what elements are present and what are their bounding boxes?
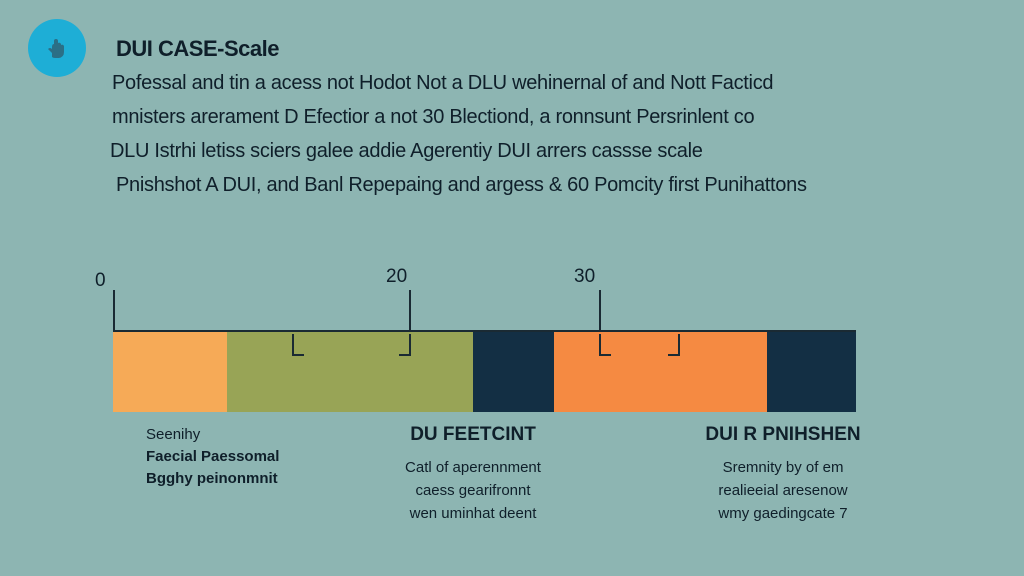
caption-middle-line: Catl of aperennment	[405, 459, 541, 476]
tick-label-0: 0	[95, 270, 106, 291]
scale-segment-orange	[554, 332, 767, 412]
caption-left-line: Seenihy	[146, 426, 201, 443]
caption-right: DUI R PNIHSHEN Sremnity by of em realiee…	[688, 424, 878, 525]
inner-tick	[292, 334, 304, 356]
dui-scale-bar	[113, 330, 856, 412]
caption-left: Seenihy Faecial Paessomal Bgghy peinonmn…	[146, 424, 279, 490]
caption-left-line: Bgghy peinonmnit	[146, 470, 278, 487]
paragraph-line: Pnishshot A DUI, and Banl Repepaing and …	[116, 174, 807, 196]
caption-right-line: wmy gaedingcate 7	[718, 505, 848, 522]
description-paragraph: Pofessal and tin a acess not Hodot Not a…	[110, 66, 912, 202]
tick-line-0	[113, 290, 115, 330]
page-title: DUI CASE-Scale	[116, 36, 279, 61]
caption-middle-heading: DU FEETCINT	[410, 424, 536, 445]
logo-badge	[28, 19, 86, 77]
inner-tick	[678, 334, 680, 356]
scale-segment-navy-end	[766, 332, 856, 412]
tick-label-30: 30	[574, 266, 596, 287]
paragraph-line: Pofessal and tin a acess not Hodot Not a…	[112, 72, 774, 94]
caption-left-line: Faecial Paessomal	[146, 448, 280, 465]
caption-middle-line: wen uminhat deent	[409, 505, 537, 522]
inner-tick	[409, 334, 411, 356]
hand-icon	[48, 39, 64, 58]
caption-right-line: Sremnity by of em	[722, 459, 844, 476]
tick-line-30	[599, 290, 601, 330]
caption-middle: DU FEETCINT Catl of aperennment caess ge…	[388, 424, 558, 525]
paragraph-line: mnisters arerament D Efectior a not 30 B…	[112, 106, 755, 128]
inner-tick	[599, 334, 611, 356]
scale-segment-navy	[472, 332, 555, 412]
paragraph-line: DLU Istrhi letiss sciers galee addie Age…	[110, 140, 703, 162]
tick-label-20: 20	[386, 266, 408, 287]
caption-right-heading: DUI R PNIHSHEN	[705, 424, 861, 445]
caption-middle-line: caess gearifronnt	[415, 482, 531, 499]
caption-right-line: realieeial aresenow	[718, 482, 848, 499]
scale-segment-olive	[227, 332, 473, 412]
tick-line-20	[409, 290, 411, 330]
scale-segment-light-orange	[113, 332, 228, 412]
